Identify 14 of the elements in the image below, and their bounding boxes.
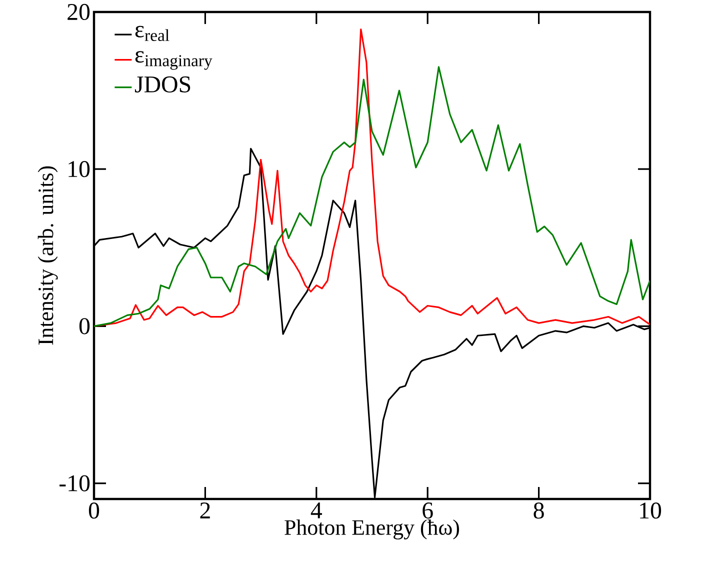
y-axis-title: Intensity (arb. units) <box>38 166 58 345</box>
x-tick-label: 8 <box>534 502 544 519</box>
x-tick-label: 2 <box>200 502 210 518</box>
y-tick-label: 0 <box>79 318 90 334</box>
legend-label: $\text{ε}_{\text{imaginary}}$ <box>135 51 212 70</box>
legend-label: JDOS <box>134 76 190 92</box>
x-tick-label: 6 <box>422 502 433 519</box>
x-tick-label: 4 <box>310 502 322 518</box>
y-tick-label: 20 <box>68 4 90 20</box>
y-tick-label: -10 <box>60 475 90 492</box>
y-tick-label: 10 <box>68 161 90 178</box>
legend-label: $\text{ε}_{\text{real}}$ <box>135 26 170 42</box>
x-axis-title: Photon Energy (ħω) <box>284 520 460 540</box>
x-tick-label: 10 <box>640 502 662 519</box>
